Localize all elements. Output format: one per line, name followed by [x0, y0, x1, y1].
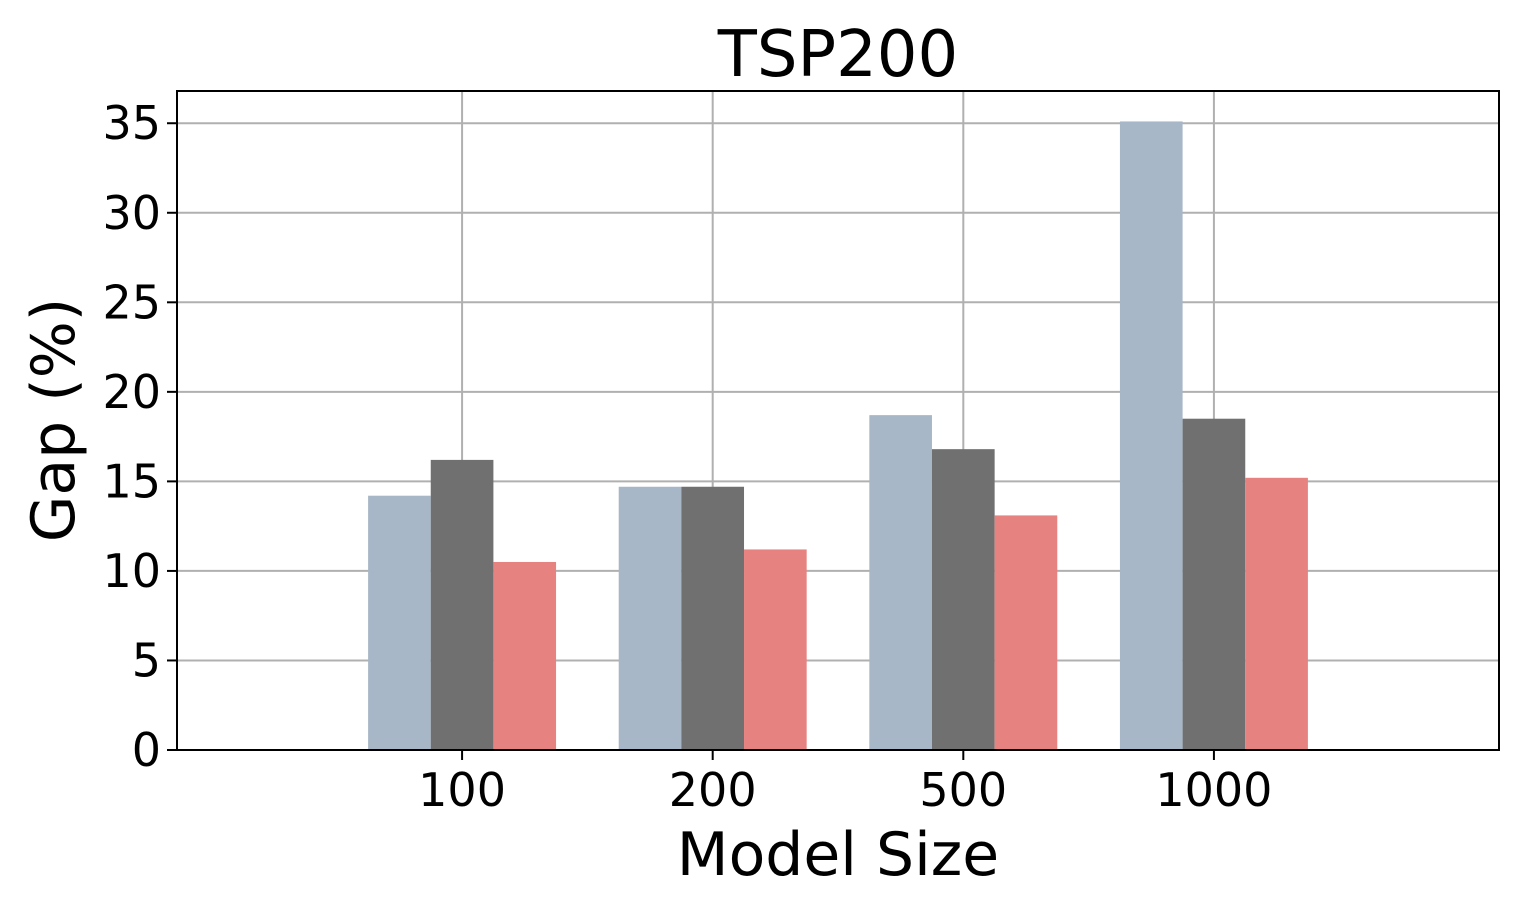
y-tick-label: 15: [102, 454, 161, 508]
bar-series-2-200: [681, 486, 745, 750]
plot-frame: [176, 90, 1500, 751]
bars: [368, 121, 1308, 750]
bar-series-3-500: [994, 515, 1058, 750]
y-tick-label: 20: [102, 365, 161, 419]
bar-series-1-100: [368, 495, 431, 750]
y-tick-label: 0: [132, 723, 161, 777]
bar-series-2-100: [430, 459, 494, 750]
x-tick-label: 500: [919, 763, 1007, 817]
x-axis-label: Model Size: [677, 820, 999, 890]
bar-series-1-500: [869, 415, 932, 750]
bar-series-2-500: [931, 449, 995, 750]
y-axis-label: Gap (%): [19, 298, 89, 542]
y-tick-label: 30: [102, 186, 161, 240]
y-tick-label: 10: [102, 544, 161, 598]
bar-series-2-1000: [1182, 418, 1246, 750]
x-tick-label: 200: [669, 763, 757, 817]
y-tick-label: 35: [102, 96, 161, 150]
x-tick-label: 100: [418, 763, 506, 817]
bar-series-3-100: [493, 561, 557, 750]
bar-series-3-1000: [1245, 477, 1308, 750]
y-tick-label: 5: [132, 633, 161, 687]
x-axis: 100 200 500 1000: [418, 750, 1272, 817]
y-tick-label: 25: [102, 275, 161, 329]
x-tick-label: 1000: [1155, 763, 1272, 817]
bar-series-1-200: [618, 486, 682, 750]
bar-series-3-200: [744, 549, 807, 750]
y-axis: 0 5 10 15 20 25 30 35: [102, 96, 177, 777]
bar-series-1-1000: [1119, 121, 1183, 750]
chart-title: TSP200: [717, 18, 958, 92]
